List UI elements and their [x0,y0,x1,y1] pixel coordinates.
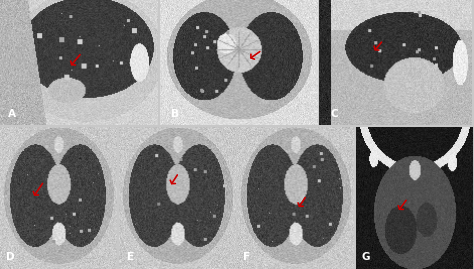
Text: E: E [127,252,134,262]
Text: C: C [330,109,338,119]
Text: D: D [6,252,14,262]
Text: A: A [8,109,16,119]
Text: G: G [361,252,370,262]
Text: B: B [171,109,179,119]
Text: F: F [243,252,250,262]
